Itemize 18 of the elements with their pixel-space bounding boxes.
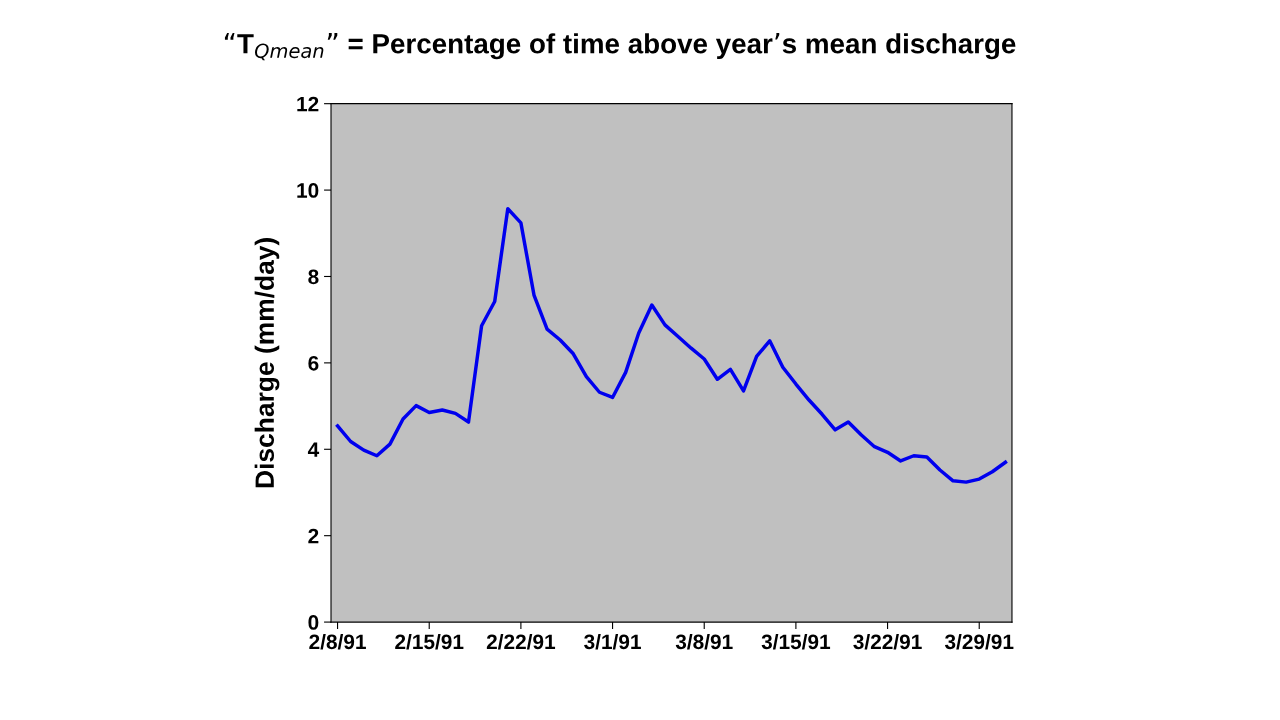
y-tick-label: 2 — [308, 528, 319, 544]
y-tick-label: 10 — [297, 183, 319, 198]
y-tick-label: 8 — [308, 269, 319, 285]
line-series — [335, 206, 1008, 484]
y-tick-label: 0 — [308, 615, 319, 630]
x-tick-label: 3/8/91 — [675, 633, 733, 650]
x-tick-label: 3/15/91 — [761, 633, 831, 650]
x-tick-label: 3/29/91 — [944, 633, 1014, 650]
x-tick-label: 3/22/91 — [853, 633, 922, 650]
x-tick-label: 2/15/91 — [395, 633, 464, 650]
chart-title: “T$_{Qmean}$” = Percentage of time above year’s mean discharge — [224, 33, 1016, 61]
x-tick-label: 2/8/91 — [309, 633, 366, 650]
y-tick-label: 4 — [307, 442, 320, 457]
y-tick-label: 12 — [297, 96, 319, 112]
x-tick-label: 2/22/91 — [486, 633, 556, 650]
y-tick-label: 6 — [308, 355, 319, 371]
y-axis-title: Discharge (mm/day) — [254, 238, 280, 488]
x-tick-label: 3/1/91 — [584, 633, 641, 650]
